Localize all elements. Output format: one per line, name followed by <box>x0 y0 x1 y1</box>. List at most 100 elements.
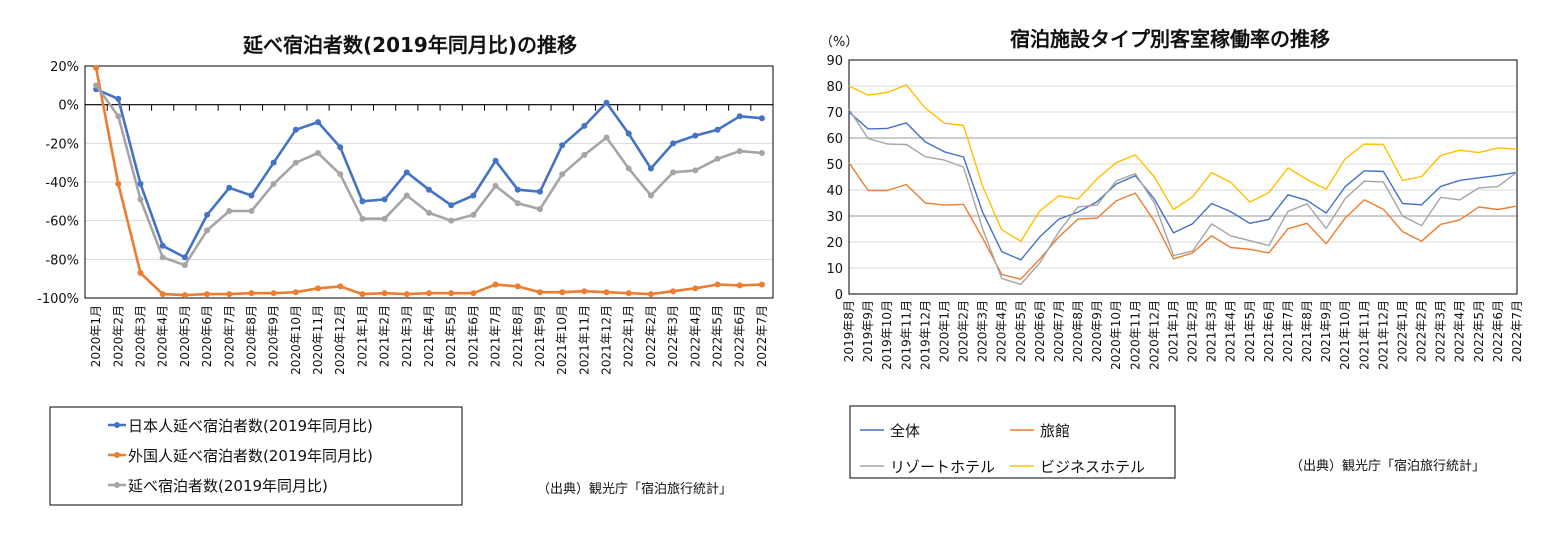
x-tick-label: 2020年12月 <box>333 305 347 375</box>
data-point <box>292 126 299 133</box>
x-tick-label: 2020年2月 <box>957 300 971 362</box>
data-point <box>603 99 610 106</box>
data-point <box>381 196 388 203</box>
data-point <box>692 132 699 139</box>
plot-area-border <box>848 59 1518 295</box>
data-point <box>581 288 588 295</box>
legend-label-2: 延べ宿泊者数(2019年同月比) <box>128 477 328 495</box>
x-tick-label: 2021年3月 <box>400 305 414 367</box>
x-tick-label: 2021年7月 <box>1281 300 1295 362</box>
data-point <box>714 126 721 133</box>
x-tick-label: 2022年2月 <box>1415 300 1429 362</box>
data-point <box>536 289 543 296</box>
data-point <box>403 169 410 176</box>
data-point <box>670 288 677 295</box>
x-tick-label: 2022年3月 <box>1434 300 1448 362</box>
data-point <box>581 151 588 158</box>
x-tick-label: 2020年4月 <box>995 300 1009 362</box>
x-tick-label: 2022年4月 <box>1453 300 1467 362</box>
y-tick-label: 0% <box>58 99 79 114</box>
y-tick-label: 50 <box>826 158 843 173</box>
series-line-0 <box>95 88 763 259</box>
y-tick-label: 0 <box>835 288 843 303</box>
y-tick-label: 20% <box>50 60 79 75</box>
data-point <box>714 155 721 162</box>
x-tick-label: 2022年6月 <box>733 305 747 367</box>
chart-title: 宿泊施設タイプ別客室稼働率の推移 <box>1010 27 1330 51</box>
legend-marker-2 <box>114 482 120 488</box>
data-point <box>248 208 255 214</box>
data-point <box>204 291 211 298</box>
x-tick-label: 2021年1月 <box>355 305 369 367</box>
data-point <box>159 242 166 249</box>
data-point <box>181 292 188 299</box>
x-tick-label: 2020年9月 <box>1090 300 1104 362</box>
data-point <box>315 150 322 156</box>
data-point <box>470 211 477 218</box>
data-point <box>692 285 699 292</box>
legend-label-1: 旅館 <box>1040 422 1070 440</box>
x-tick-label: 2021年11月 <box>577 305 591 375</box>
y-tick-label: 30 <box>826 210 843 225</box>
data-point <box>93 64 100 71</box>
y-tick-label: -40% <box>45 176 79 191</box>
data-point <box>559 142 566 149</box>
series-line-3 <box>848 84 1518 242</box>
data-point <box>426 290 432 297</box>
data-point <box>448 217 455 224</box>
series-line-2 <box>848 109 1518 286</box>
x-tick-label: 2021年10月 <box>555 305 569 375</box>
data-point <box>292 159 299 166</box>
data-point <box>736 148 743 155</box>
data-point <box>248 192 255 199</box>
data-point <box>514 283 521 290</box>
data-point <box>758 150 765 156</box>
data-point <box>226 184 233 191</box>
data-point <box>315 285 322 292</box>
data-point <box>448 290 455 297</box>
source-note: （出典）観光庁「宿泊旅行統計」 <box>1290 458 1485 474</box>
x-tick-label: 2022年2月 <box>644 305 658 367</box>
legend-label-3: ビジネスホテル <box>1040 458 1145 476</box>
data-point <box>181 254 188 261</box>
x-tick-label: 2021年12月 <box>600 305 614 375</box>
x-tick-label: 2020年7月 <box>1052 300 1066 362</box>
data-point <box>292 289 299 296</box>
y-tick-label: -60% <box>45 215 79 230</box>
legend-label-2: リゾートホテル <box>890 458 995 476</box>
x-tick-label: 2021年6月 <box>1262 300 1276 362</box>
x-tick-label: 2020年11月 <box>311 305 325 375</box>
x-tick-label: 2021年3月 <box>1205 300 1219 362</box>
x-tick-label: 2021年10月 <box>1338 300 1352 370</box>
data-point <box>315 119 322 126</box>
data-point <box>137 180 144 187</box>
data-point <box>159 291 166 298</box>
x-tick-label: 2020年7月 <box>222 305 236 367</box>
data-point <box>647 165 654 172</box>
x-tick-label: 2020年6月 <box>200 305 214 367</box>
y-tick-label: 90 <box>826 54 843 69</box>
x-tick-label: 2020年5月 <box>178 305 192 367</box>
data-point <box>270 180 277 187</box>
legend-marker-0 <box>114 422 120 428</box>
data-point <box>426 209 432 216</box>
data-point <box>270 290 277 297</box>
y-tick-label: -80% <box>45 253 79 268</box>
data-point <box>403 291 410 298</box>
data-point <box>647 291 654 298</box>
data-point <box>115 180 122 187</box>
x-tick-label: 2021年5月 <box>1243 300 1257 362</box>
x-tick-label: 2020年8月 <box>244 305 258 367</box>
data-point <box>204 211 211 218</box>
y-tick-label: 20 <box>826 236 843 251</box>
x-tick-label: 2021年4月 <box>1224 300 1238 362</box>
x-tick-label: 2020年12月 <box>1147 300 1161 370</box>
x-tick-label: 2022年3月 <box>666 305 680 367</box>
x-tick-label: 2021年2月 <box>1186 300 1200 362</box>
legend-label-0: 日本人延べ宿泊者数(2019年同月比) <box>128 417 373 435</box>
data-point <box>536 188 543 195</box>
data-point <box>670 140 677 147</box>
data-point <box>248 290 255 297</box>
x-tick-label: 2020年10月 <box>289 305 303 375</box>
